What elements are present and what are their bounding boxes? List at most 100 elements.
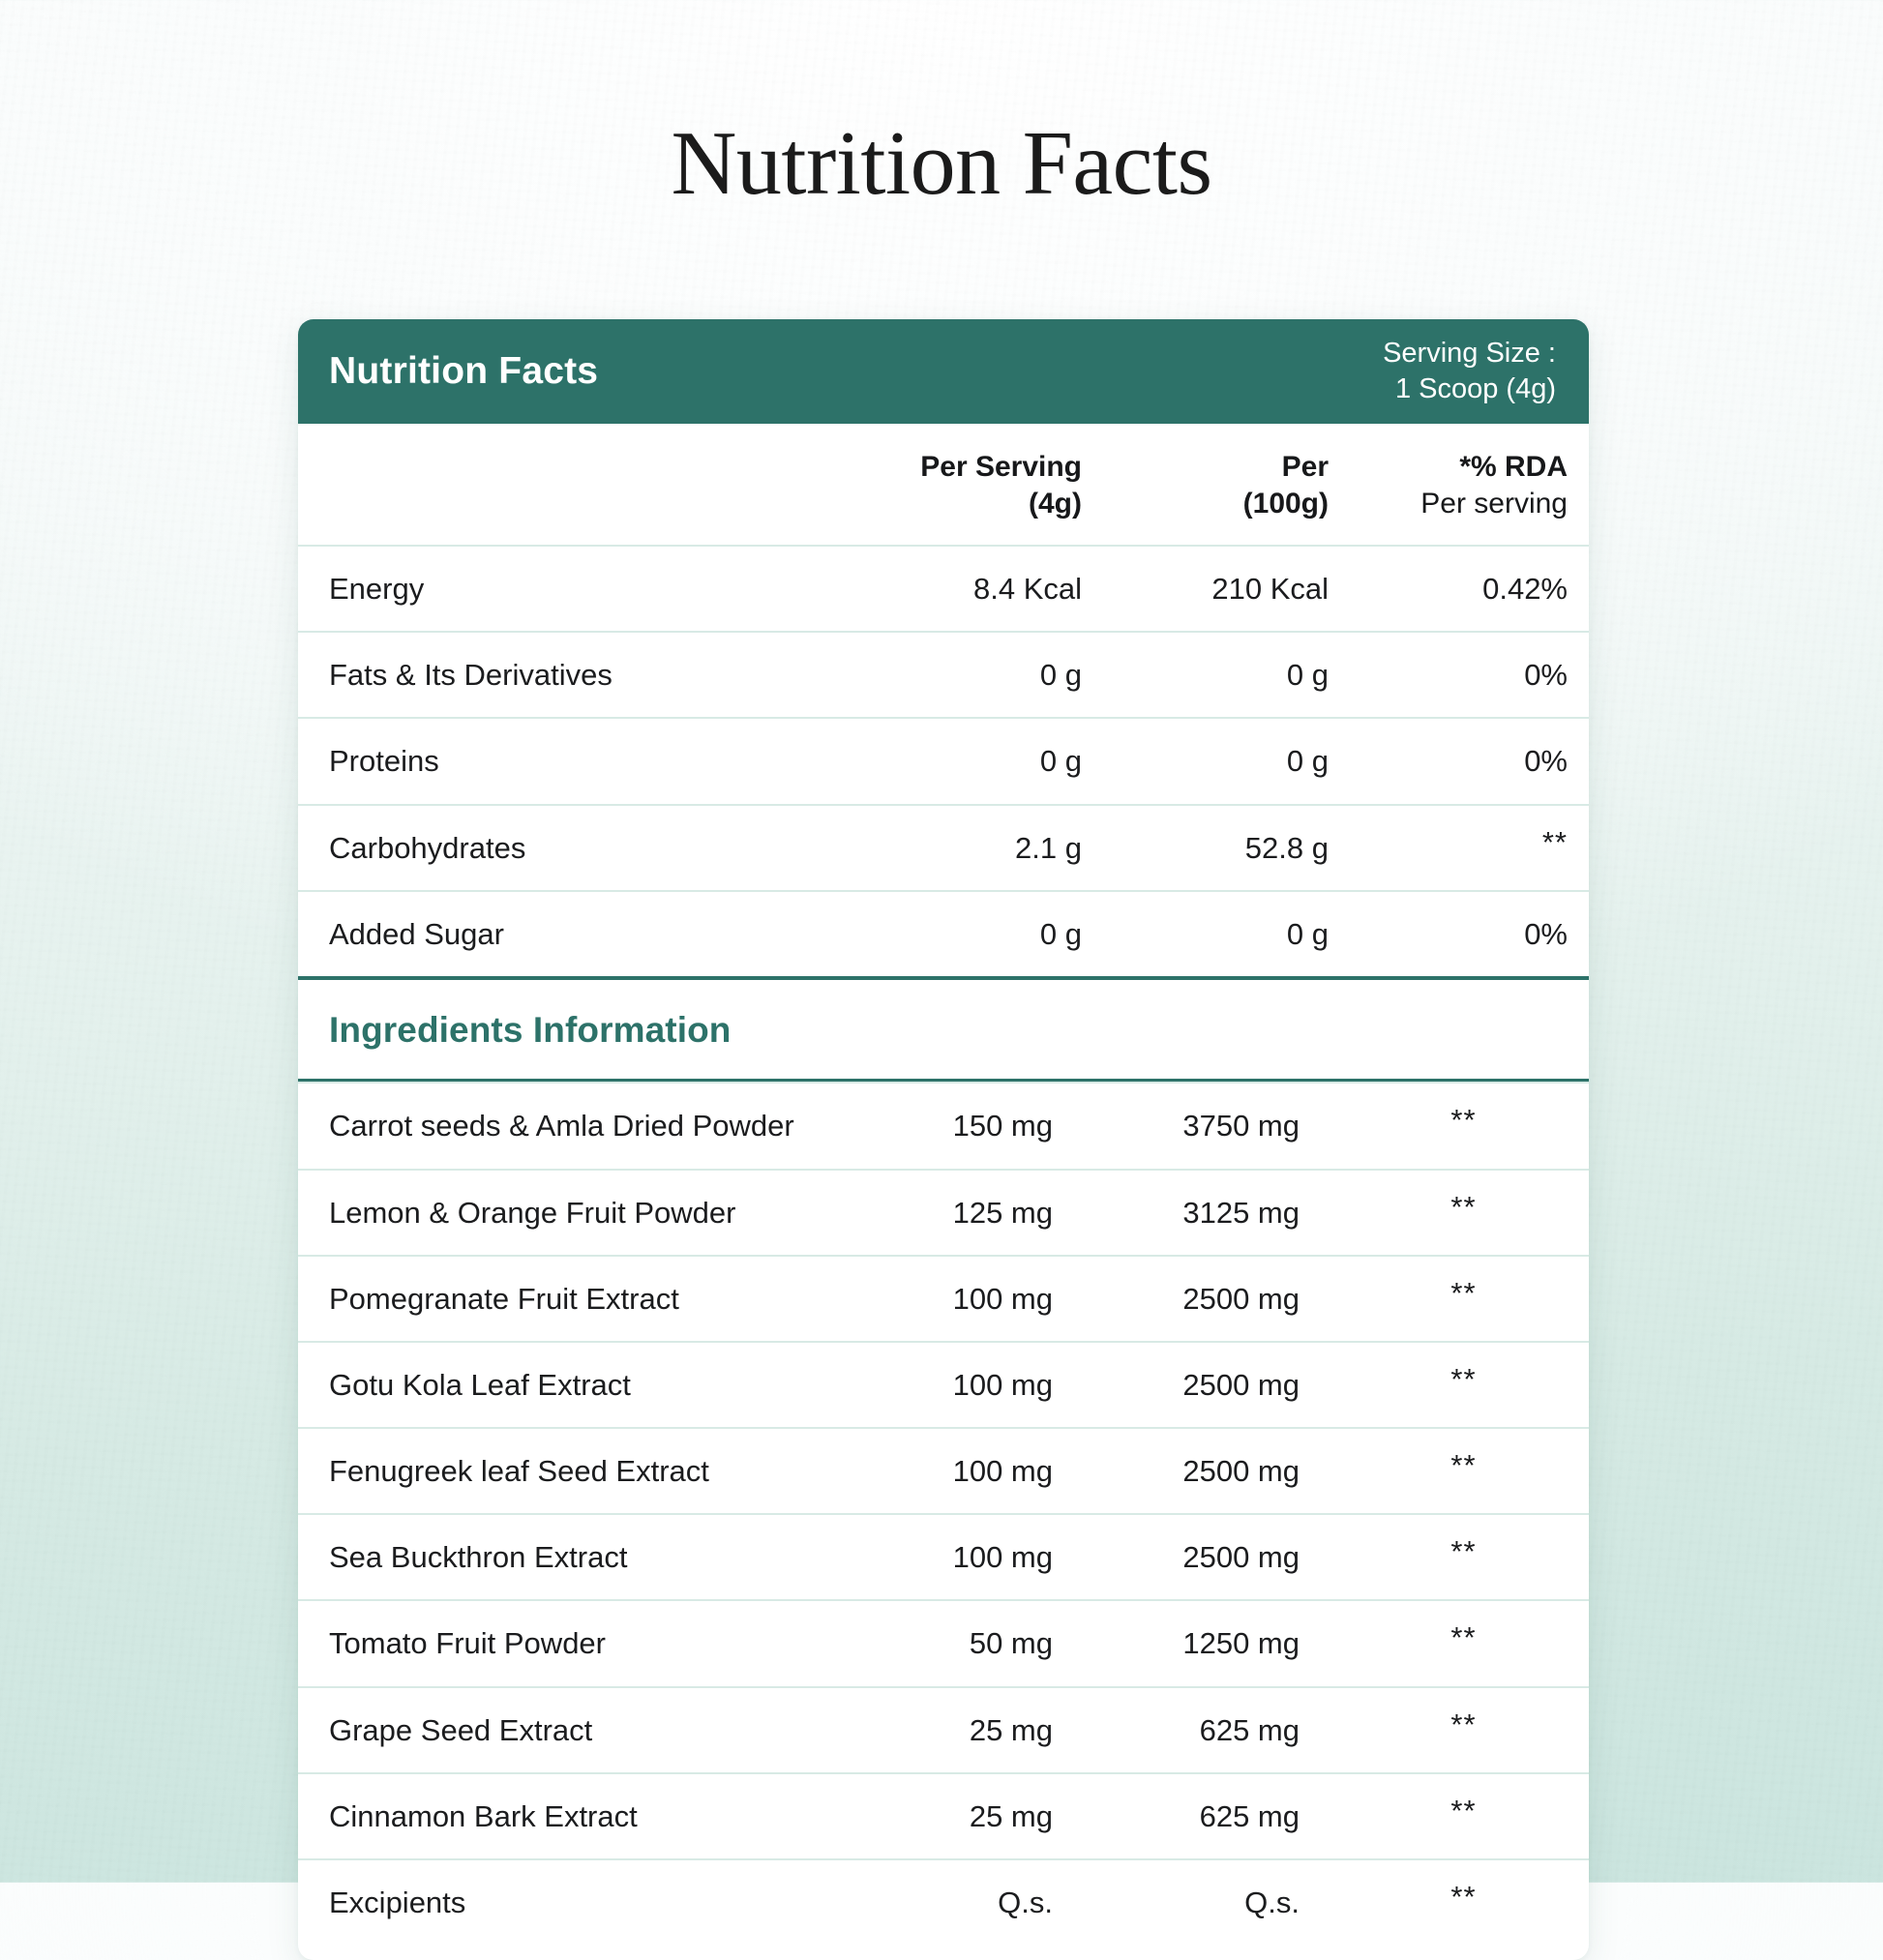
row-per-serving: 125 mg [845, 1168, 1113, 1256]
row-per-100g: 3125 mg [1113, 1168, 1350, 1256]
row-name: Fats & Its Derivatives [298, 631, 845, 719]
column-header-per-serving: Per Serving (4g) [845, 424, 1113, 546]
row-per-serving: Q.s. [845, 1858, 1113, 1945]
row-name: Cinnamon Bark Extract [298, 1771, 845, 1860]
ingredient-row: Carrot seeds & Amla Dried Powder 150 mg 37… [298, 1082, 1589, 1170]
ingredients-section: Ingredients Information [298, 975, 1589, 1084]
ingredient-row: Tomato Fruit Powder 50 mg 1250 mg ** [298, 1599, 1589, 1687]
row-per-serving: 8.4 Kcal [845, 544, 1113, 633]
row-per-serving: 100 mg [845, 1340, 1113, 1429]
row-per-100g: 210 Kcal [1113, 544, 1350, 633]
serving-size-label: Serving Size : [1383, 337, 1556, 369]
row-rda: ** [1350, 1513, 1589, 1601]
footnote-asterisks: ** [1450, 1361, 1477, 1396]
serving-size-block: Serving Size : 1 Scoop (4g) [1383, 336, 1556, 407]
row-rda: ** [1350, 1340, 1589, 1429]
row-rda: ** [1350, 1082, 1589, 1170]
footnote-asterisks: ** [1450, 1620, 1477, 1655]
row-per-serving: 0 g [845, 889, 1113, 978]
column-header-per-100g-line1: Per [1281, 451, 1329, 483]
serving-size-value: 1 Scoop (4g) [1394, 373, 1556, 404]
ingredient-row: Pomegranate Fruit Extract 100 mg 2500 mg ** [298, 1254, 1589, 1342]
row-per-serving: 25 mg [845, 1771, 1113, 1860]
row-rda: 0% [1350, 889, 1589, 978]
row-rda: 0% [1350, 631, 1589, 719]
footnote-asterisks: ** [1450, 1707, 1477, 1741]
column-header-per-100g: Per (100g) [1113, 424, 1350, 546]
row-name: Lemon & Orange Fruit Powder [298, 1168, 845, 1256]
footnote-asterisks: ** [1450, 1189, 1477, 1224]
column-header-rda: *% RDA Per serving [1350, 424, 1589, 546]
row-name: Carbohydrates [298, 803, 845, 891]
row-per-100g: 0 g [1113, 717, 1350, 805]
ingredients-heading-separator [298, 1079, 1589, 1084]
row-per-100g: 52.8 g [1113, 803, 1350, 891]
footnote-asterisks: ** [1450, 1880, 1477, 1915]
footnote-asterisks: ** [1541, 824, 1568, 859]
ingredients-heading-row: Ingredients Information [298, 980, 1589, 1081]
row-rda: ** [1350, 1254, 1589, 1342]
ingredient-row: Cinnamon Bark Extract 25 mg 625 mg ** [298, 1771, 1589, 1860]
nutrition-facts-card: Nutrition Facts Serving Size : 1 Scoop (… [298, 319, 1589, 1960]
row-name: Energy [298, 544, 845, 633]
footnote-asterisks: ** [1450, 1534, 1477, 1569]
row-rda: ** [1350, 1858, 1589, 1945]
row-name: Excipients [298, 1858, 845, 1945]
row-per-100g: 1250 mg [1113, 1599, 1350, 1687]
row-name: Sea Buckthron Extract [298, 1513, 845, 1601]
column-header-rda-line2: Per serving [1420, 487, 1568, 520]
row-per-100g: Q.s. [1113, 1858, 1350, 1945]
card-header: Nutrition Facts Serving Size : 1 Scoop (… [298, 319, 1589, 424]
row-per-100g: 0 g [1113, 889, 1350, 978]
card-bottom-padding [298, 1945, 1589, 1960]
nutrition-row: Carbohydrates 2.1 g 52.8 g ** [298, 803, 1589, 891]
ingredient-row: Gotu Kola Leaf Extract 100 mg 2500 mg ** [298, 1340, 1589, 1429]
row-per-serving: 150 mg [845, 1082, 1113, 1170]
row-name: Tomato Fruit Powder [298, 1599, 845, 1687]
row-rda: ** [1350, 1599, 1589, 1687]
footnote-asterisks: ** [1450, 1275, 1477, 1310]
row-per-serving: 50 mg [845, 1599, 1113, 1687]
column-header-rda-line1: *% RDA [1459, 451, 1568, 483]
column-header-per-100g-line2: (100g) [1242, 487, 1329, 520]
row-name: Proteins [298, 717, 845, 805]
nutrition-rows-body: Energy 8.4 Kcal 210 Kcal 0.42% Fats & Its De… [298, 544, 1589, 978]
ingredient-row: Excipients Q.s. Q.s. ** [298, 1858, 1589, 1945]
column-header-per-serving-line2: (4g) [1029, 487, 1082, 520]
row-per-100g: 2500 mg [1113, 1340, 1350, 1429]
row-per-serving: 100 mg [845, 1254, 1113, 1342]
column-header-per-serving-line1: Per Serving [920, 451, 1082, 483]
row-name: Carrot seeds & Amla Dried Powder [298, 1082, 845, 1170]
row-per-100g: 625 mg [1113, 1685, 1350, 1773]
row-per-100g: 3750 mg [1113, 1082, 1350, 1170]
nutrition-facts-table: Per Serving (4g) Per (100g) *% RDA Per s… [298, 424, 1589, 1945]
footnote-asterisks: ** [1450, 1103, 1477, 1138]
page-title: Nutrition Facts [671, 113, 1212, 214]
row-per-100g: 0 g [1113, 631, 1350, 719]
footnote-asterisks: ** [1450, 1448, 1477, 1483]
row-per-serving: 2.1 g [845, 803, 1113, 891]
row-per-100g: 2500 mg [1113, 1513, 1350, 1601]
footnote-asterisks: ** [1450, 1793, 1477, 1827]
row-per-100g: 2500 mg [1113, 1427, 1350, 1515]
nutrition-row: Energy 8.4 Kcal 210 Kcal 0.42% [298, 544, 1589, 633]
row-per-100g: 2500 mg [1113, 1254, 1350, 1342]
ingredient-rows-body: Carrot seeds & Amla Dried Powder 150 mg 37… [298, 1082, 1589, 1945]
row-name: Gotu Kola Leaf Extract [298, 1340, 845, 1429]
row-per-serving: 100 mg [845, 1427, 1113, 1515]
row-per-100g: 625 mg [1113, 1771, 1350, 1860]
row-name: Added Sugar [298, 889, 845, 978]
column-header-name [298, 424, 845, 546]
row-name: Pomegranate Fruit Extract [298, 1254, 845, 1342]
row-rda: 0.42% [1350, 544, 1589, 633]
table-column-header-row: Per Serving (4g) Per (100g) *% RDA Per s… [298, 424, 1589, 546]
row-rda: 0% [1350, 717, 1589, 805]
card-header-title: Nutrition Facts [329, 350, 599, 392]
ingredient-row: Grape Seed Extract 25 mg 625 mg ** [298, 1685, 1589, 1773]
row-per-serving: 0 g [845, 631, 1113, 719]
ingredients-heading: Ingredients Information [329, 1009, 732, 1050]
